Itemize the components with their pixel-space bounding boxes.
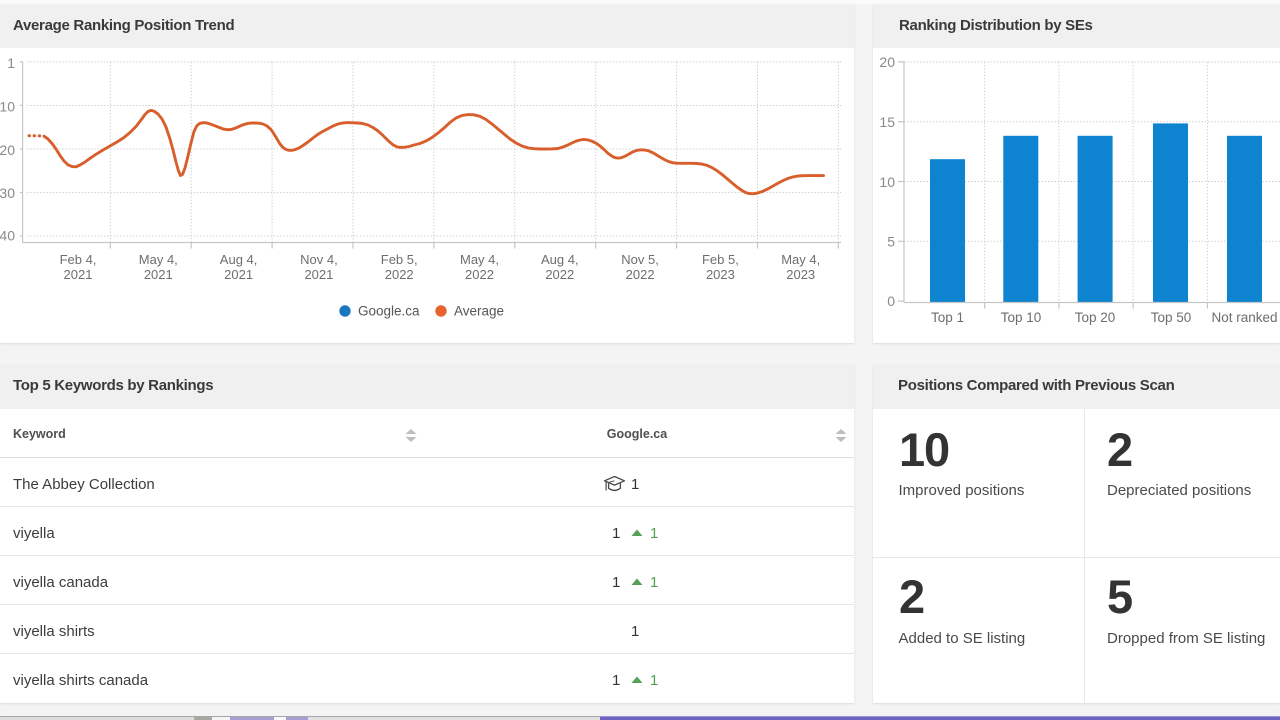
- svg-text:Feb 5,: Feb 5,: [381, 252, 418, 267]
- svg-text:2022: 2022: [545, 267, 574, 282]
- svg-text:Not ranked: Not ranked: [1211, 310, 1277, 325]
- svg-text:2022: 2022: [465, 267, 494, 282]
- svg-text:Top 1: Top 1: [931, 310, 964, 325]
- svg-text:Top 10: Top 10: [1001, 310, 1042, 325]
- svg-text:Top 20: Top 20: [1075, 310, 1116, 325]
- svg-text:10: 10: [0, 98, 15, 114]
- svg-text:Top 50: Top 50: [1151, 310, 1192, 325]
- svg-text:30: 30: [0, 185, 15, 201]
- svg-text:May 4,: May 4,: [139, 252, 178, 267]
- svg-text:1: 1: [7, 55, 15, 71]
- svg-text:2023: 2023: [786, 267, 815, 282]
- svg-text:15: 15: [879, 114, 895, 130]
- svg-text:Nov 5,: Nov 5,: [621, 252, 659, 267]
- svg-text:May 4,: May 4,: [781, 252, 820, 267]
- svg-text:5: 5: [887, 234, 895, 250]
- svg-text:May 4,: May 4,: [460, 252, 499, 267]
- svg-text:2021: 2021: [224, 267, 253, 282]
- svg-text:2023: 2023: [706, 267, 735, 282]
- svg-text:2022: 2022: [385, 267, 414, 282]
- svg-text:Feb 4,: Feb 4,: [60, 252, 97, 267]
- svg-text:2021: 2021: [304, 267, 333, 282]
- svg-text:Aug 4,: Aug 4,: [541, 252, 579, 267]
- svg-text:Average: Average: [454, 304, 504, 319]
- svg-text:Google.ca: Google.ca: [358, 304, 420, 319]
- svg-text:2021: 2021: [64, 267, 93, 282]
- svg-text:10: 10: [879, 174, 895, 190]
- svg-text:Aug 4,: Aug 4,: [220, 252, 258, 267]
- svg-text:2022: 2022: [626, 267, 655, 282]
- svg-text:0: 0: [887, 293, 895, 309]
- svg-text:2021: 2021: [144, 267, 173, 282]
- svg-text:20: 20: [0, 142, 15, 158]
- svg-text:20: 20: [879, 54, 895, 70]
- svg-text:Feb 5,: Feb 5,: [702, 252, 739, 267]
- svg-text:40: 40: [0, 228, 15, 244]
- svg-text:Nov 4,: Nov 4,: [300, 252, 338, 267]
